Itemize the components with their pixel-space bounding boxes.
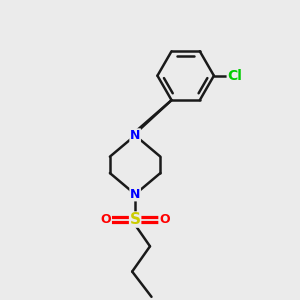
Text: O: O bbox=[159, 213, 169, 226]
Text: N: N bbox=[130, 188, 140, 201]
Text: O: O bbox=[101, 213, 111, 226]
Text: N: N bbox=[130, 129, 140, 142]
Text: S: S bbox=[130, 212, 141, 227]
Text: Cl: Cl bbox=[227, 69, 242, 83]
